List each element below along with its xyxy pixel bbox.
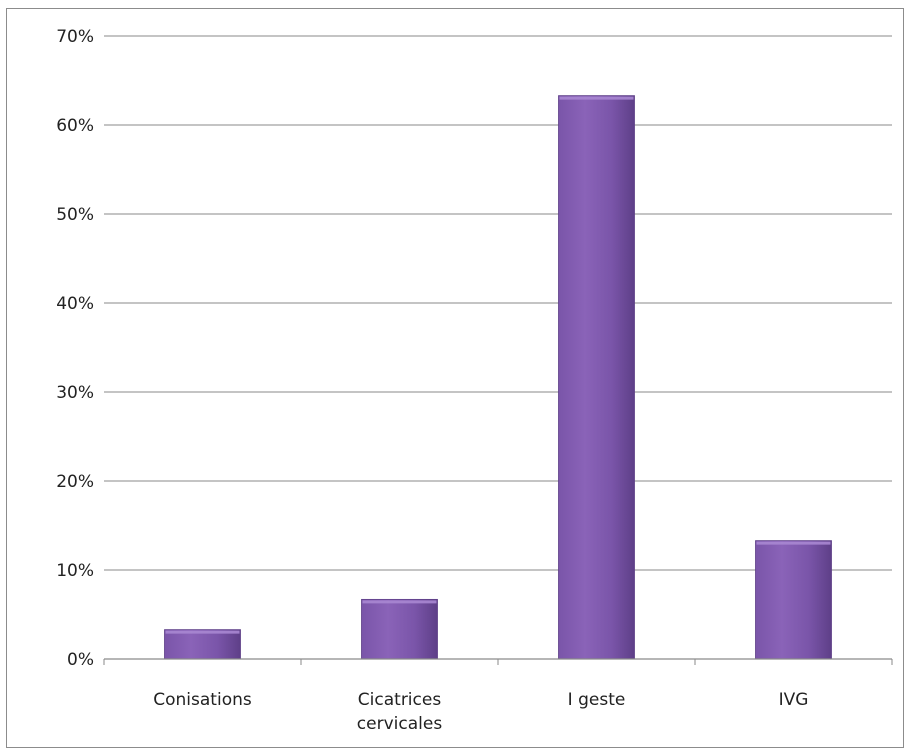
y-tick-label: 20% xyxy=(56,472,94,492)
bar-top-highlight xyxy=(559,96,634,100)
y-axis-tick-labels: 0% 10% 20% 30% 40% 50% 60% 70% xyxy=(56,27,94,670)
bar xyxy=(558,95,635,660)
y-tick-label: 0% xyxy=(67,650,94,670)
y-tick-label: 30% xyxy=(56,383,94,403)
bar-top-highlight xyxy=(165,630,240,634)
bar-top-highlight xyxy=(362,600,437,604)
x-category-label: IVG xyxy=(779,690,809,710)
bar xyxy=(755,540,832,660)
bar-top-highlight xyxy=(756,541,831,545)
y-tick-label: 40% xyxy=(56,294,94,314)
chart-frame xyxy=(6,8,904,748)
x-axis-category-labels: Conisations Cicatrices cervicales I geste IV… xyxy=(153,690,808,734)
y-tick-label: 50% xyxy=(56,205,94,225)
x-category-label: cervicales xyxy=(357,714,443,734)
y-tick-label: 10% xyxy=(56,561,94,581)
x-category-label: Cicatrices xyxy=(358,690,442,710)
x-axis xyxy=(103,658,893,665)
bars xyxy=(164,95,832,660)
bar xyxy=(164,629,241,660)
gridlines xyxy=(104,35,892,571)
x-category-label: I geste xyxy=(568,690,626,710)
y-tick-label: 70% xyxy=(56,27,94,47)
x-category-label: Conisations xyxy=(153,690,252,710)
y-tick-label: 60% xyxy=(56,116,94,136)
bar xyxy=(361,598,438,660)
